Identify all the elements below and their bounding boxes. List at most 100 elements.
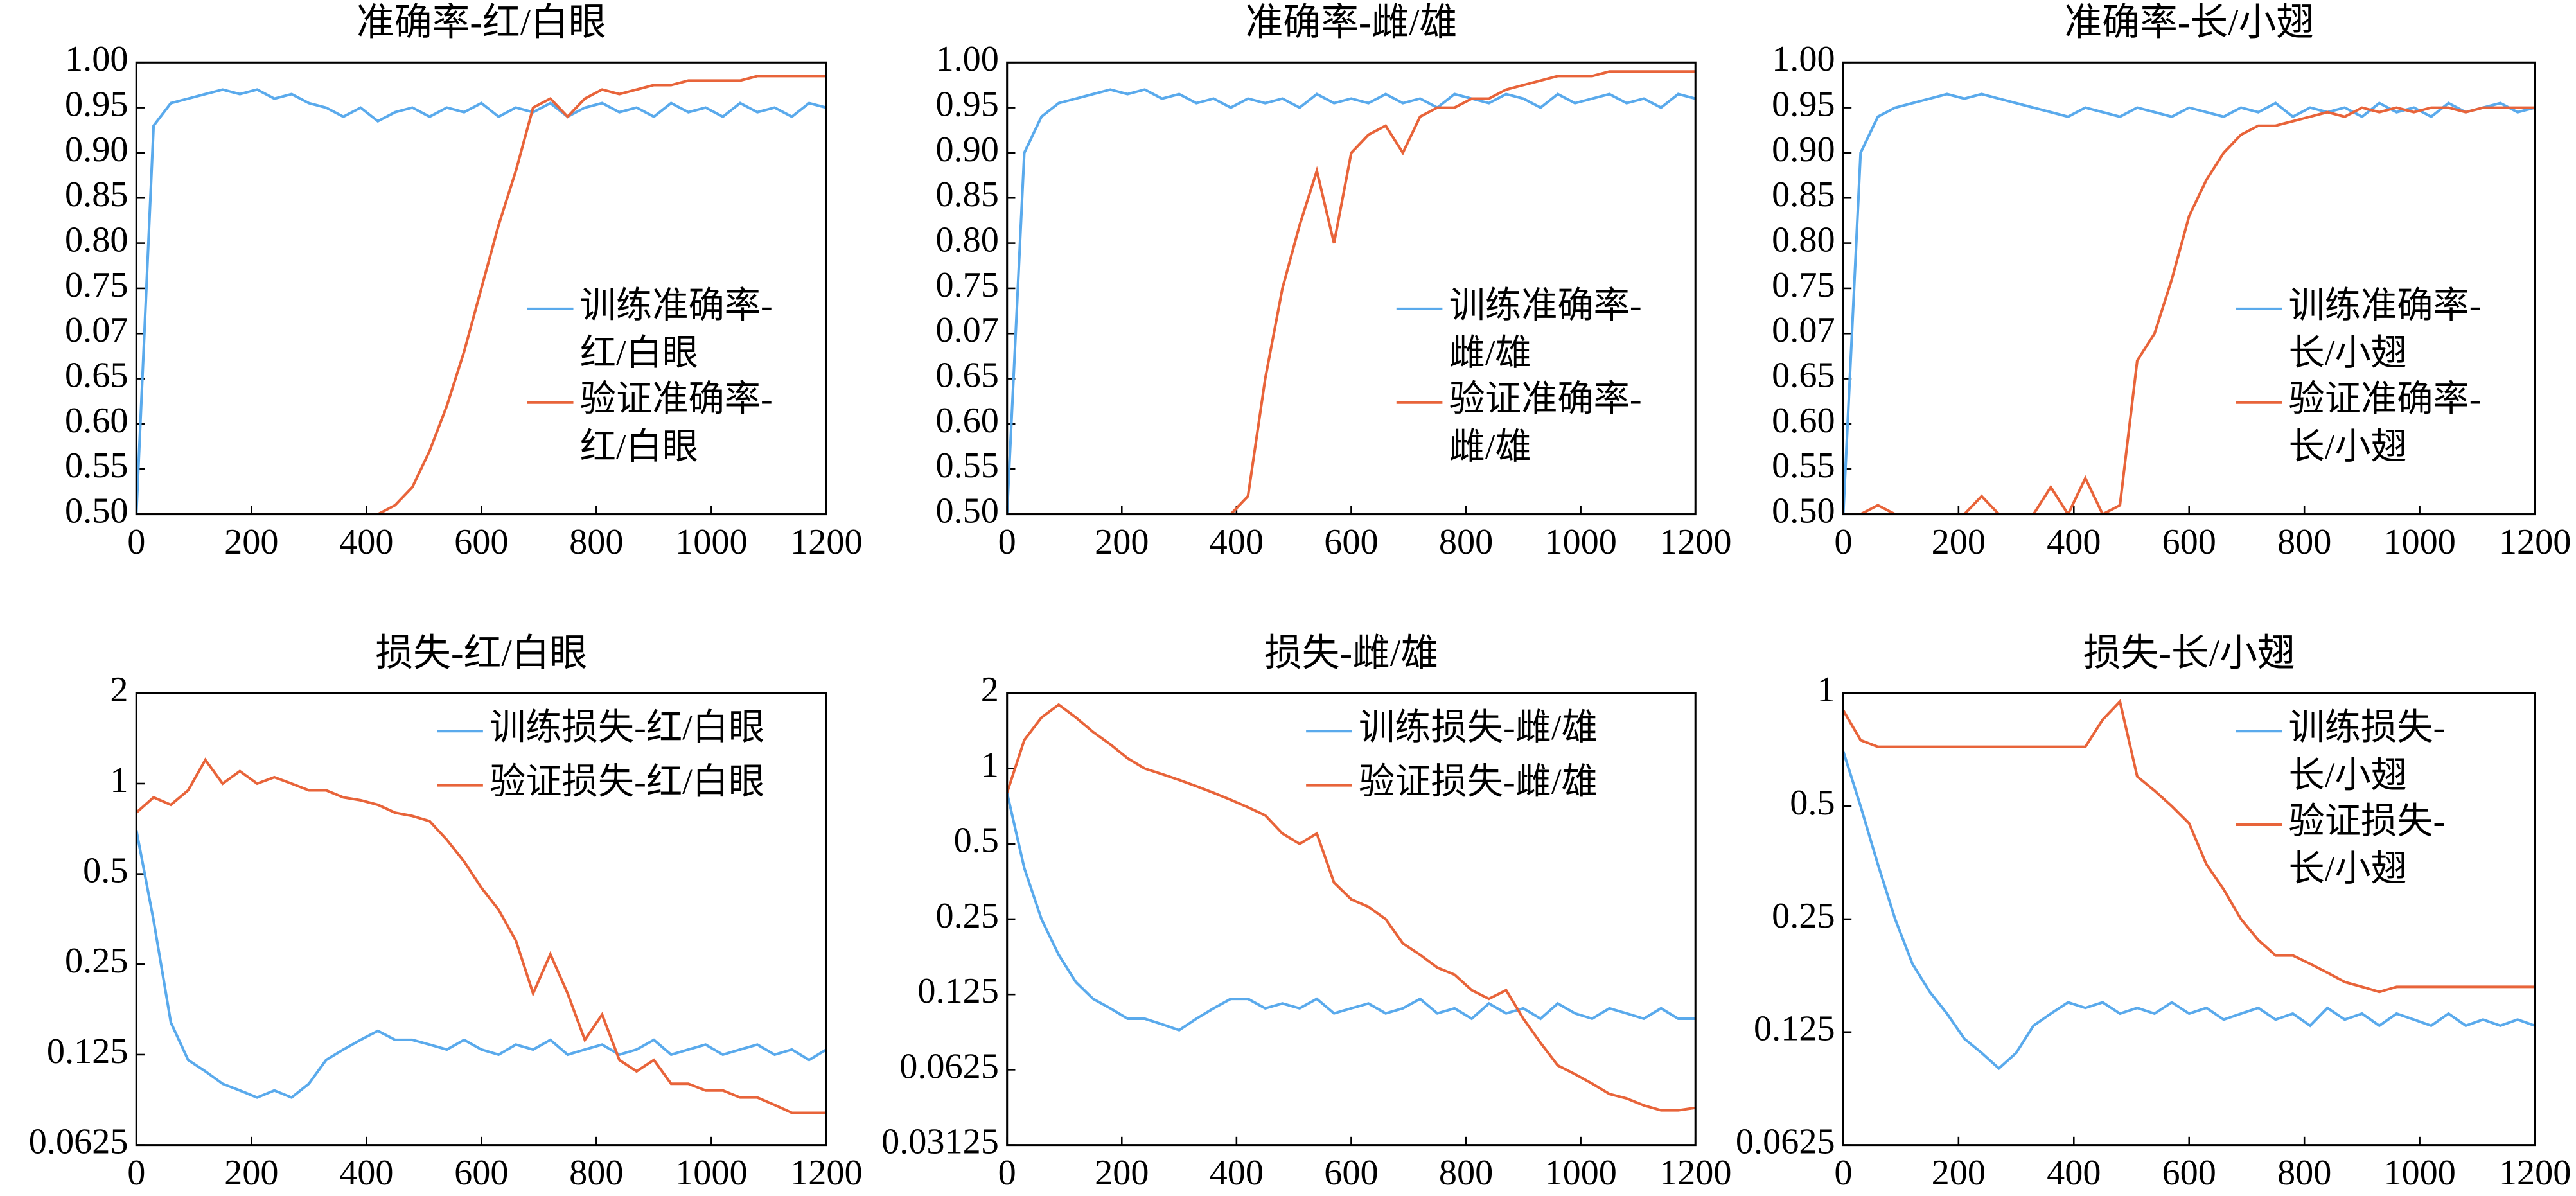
y-tick-label: 0.60 xyxy=(65,401,128,441)
x-tick-label: 1200 xyxy=(790,522,863,562)
y-tick-label: 0.80 xyxy=(1772,220,1835,260)
x-tick-label: 200 xyxy=(1095,522,1149,562)
x-tick-label: 1000 xyxy=(1544,1153,1617,1193)
y-tick-label: 0.03125 xyxy=(881,1122,999,1162)
legend-label: 验证损失-红/白眼 xyxy=(490,762,764,802)
x-tick-label: 200 xyxy=(1932,1153,1986,1193)
subplot: 损失-雌/雄 0.03125 0.0625 0.125 0.25 0.5 1 2 0 200 400… xyxy=(881,633,1731,1193)
y-tick-label: 0.95 xyxy=(935,85,998,125)
legend-label: 训练损失-雌/雄 xyxy=(1359,708,1598,748)
x-tick-label: 800 xyxy=(569,1153,623,1193)
x-tick-label: 400 xyxy=(339,522,393,562)
x-tick-label: 400 xyxy=(339,1153,393,1193)
x-tick-label: 0 xyxy=(998,522,1016,562)
legend-label: 验证准确率- 红/白眼 xyxy=(580,380,773,467)
x-tick-label: 800 xyxy=(569,522,623,562)
x-tick-label: 600 xyxy=(454,1153,508,1193)
legend-line: 长/小翅 xyxy=(2288,427,2406,467)
plot-frame xyxy=(135,61,827,516)
y-tick-label: 1 xyxy=(981,745,999,785)
y-tick-label: 0.90 xyxy=(935,130,998,170)
x-tick-label: 1000 xyxy=(1544,522,1617,562)
x-tick-label: 0 xyxy=(1834,522,1852,562)
chart-title: 准确率-雌/雄 xyxy=(1245,2,1457,44)
y-tick-label: 0.07 xyxy=(1772,310,1835,350)
y-tick-label: 0.50 xyxy=(935,491,998,531)
y-tick-label: 1.00 xyxy=(65,39,128,79)
y-tick-label: 0.60 xyxy=(935,401,998,441)
y-tick-label: 0.60 xyxy=(1772,401,1835,441)
plot-frame xyxy=(135,692,827,1147)
y-tick-label: 0.125 xyxy=(47,1032,128,1071)
subplot: 准确率-长/小翅 0.50 0.55 0.60 0.65 0.07 0.75 0.80 0.85… xyxy=(1772,2,2571,563)
x-tick-label: 1000 xyxy=(675,1153,748,1193)
data-line xyxy=(136,75,827,514)
plot-frame xyxy=(1006,692,1697,1147)
y-tick-label: 0.25 xyxy=(1772,896,1835,936)
x-tick-label: 800 xyxy=(2277,522,2331,562)
x-tick-label: 800 xyxy=(1439,522,1493,562)
y-tick-label: 0.65 xyxy=(65,355,128,395)
y-tick-label: 0.90 xyxy=(65,130,128,170)
data-line xyxy=(1007,792,1696,1032)
legend-line: 红/白眼 xyxy=(580,427,698,467)
x-tick-label: 1200 xyxy=(1659,1153,1732,1193)
y-tick-label: 0.5 xyxy=(1790,783,1835,823)
y-tick-label: 0.85 xyxy=(1772,175,1835,215)
y-tick-label: 2 xyxy=(981,670,999,710)
y-tick-label: 1 xyxy=(110,761,128,800)
y-tick-label: 0.5 xyxy=(954,821,999,861)
y-tick-label: 0.0625 xyxy=(29,1122,128,1162)
y-tick-label: 0.25 xyxy=(935,896,998,936)
chart-title: 损失-长/小翅 xyxy=(2083,633,2295,674)
legend-line: 训练准确率- xyxy=(1449,286,1642,326)
legend-label: 训练损失- 长/小翅 xyxy=(2288,708,2445,795)
chart-title: 损失-雌/雄 xyxy=(1264,633,1438,674)
data-line xyxy=(136,757,827,1114)
data-line xyxy=(136,829,827,1099)
y-tick-label: 0.90 xyxy=(1772,130,1835,170)
legend-label: 训练准确率- 雌/雄 xyxy=(1449,286,1642,373)
x-tick-label: 1200 xyxy=(790,1153,863,1193)
y-tick-label: 0.0625 xyxy=(1736,1122,1835,1162)
y-tick-label: 0.50 xyxy=(65,491,128,531)
legend-line: 长/小翅 xyxy=(2288,849,2406,889)
legend-label: 训练准确率- 长/小翅 xyxy=(2288,286,2481,373)
x-tick-label: 600 xyxy=(454,522,508,562)
x-tick-label: 0 xyxy=(127,1153,145,1193)
x-tick-label: 1200 xyxy=(2499,1153,2571,1193)
chart-title: 损失-红/白眼 xyxy=(375,633,587,674)
y-tick-label: 0.75 xyxy=(935,265,998,305)
legend-line: 红/白眼 xyxy=(580,333,698,373)
plot-frame xyxy=(1006,61,1697,516)
legend-line: 验证损失- xyxy=(2288,802,2445,841)
x-tick-label: 800 xyxy=(1439,1153,1493,1193)
legend-line: 验证准确率- xyxy=(1449,380,1642,419)
x-tick-label: 800 xyxy=(2277,1153,2331,1193)
subplot: 准确率-雌/雄 0.50 0.55 0.60 0.65 0.07 0.75 0.80 0.85 0… xyxy=(935,2,1731,563)
data-line xyxy=(1843,751,2536,1071)
y-tick-label: 1 xyxy=(1817,670,1835,710)
y-tick-label: 0.125 xyxy=(917,971,999,1011)
y-tick-label: 0.07 xyxy=(935,310,998,350)
legend-line: 雌/雄 xyxy=(1449,333,1531,373)
legend-line: 长/小翅 xyxy=(2288,333,2406,373)
legend-line: 验证准确率- xyxy=(2288,380,2481,419)
x-tick-label: 400 xyxy=(2047,522,2101,562)
x-tick-label: 1200 xyxy=(2499,522,2571,562)
x-tick-label: 600 xyxy=(1324,1153,1378,1193)
data-line xyxy=(1007,88,1696,514)
y-tick-label: 0.65 xyxy=(1772,355,1835,395)
y-tick-label: 0.75 xyxy=(1772,265,1835,305)
data-line xyxy=(1843,106,2536,514)
subplot: 损失-长/小翅 0.0625 0.125 0.25 0.5 1 0 200 400 600 800 1… xyxy=(1736,633,2571,1193)
y-tick-label: 0.07 xyxy=(65,310,128,350)
y-tick-label: 0.75 xyxy=(65,265,128,305)
legend-label: 验证损失-雌/雄 xyxy=(1359,762,1598,802)
chart-title: 准确率-红/白眼 xyxy=(357,2,606,44)
y-tick-label: 0.125 xyxy=(1754,1009,1835,1049)
chart-title: 准确率-长/小翅 xyxy=(2064,2,2314,44)
y-tick-label: 0.55 xyxy=(935,446,998,486)
y-tick-label: 1.00 xyxy=(1772,39,1835,79)
